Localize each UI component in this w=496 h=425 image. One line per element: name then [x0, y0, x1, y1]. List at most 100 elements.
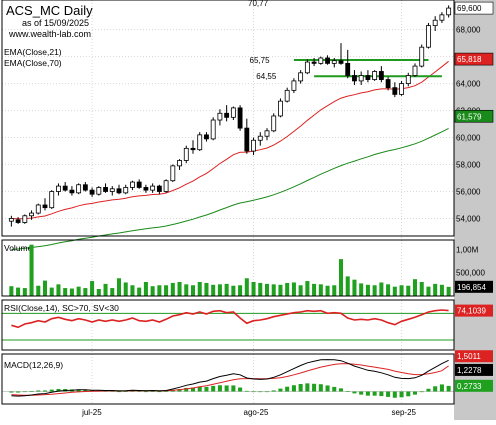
candle-body	[405, 75, 411, 85]
candle-body	[264, 130, 270, 137]
macd-histogram-bar	[9, 391, 14, 393]
candle-body	[284, 89, 290, 102]
macd-histogram-bar	[211, 385, 216, 392]
candle-body	[271, 115, 277, 132]
panel-frame	[1, 353, 455, 405]
candle-body	[432, 19, 438, 27]
volume-bar	[36, 285, 41, 296]
macd-histogram-bar	[406, 391, 411, 397]
price-panel: 65,75 64,55 EMA(Close,21)EMA(Close,70)	[4, 5, 452, 250]
macd-histogram-bar	[157, 391, 162, 393]
candle-body	[123, 187, 129, 194]
macd-histogram-bar	[379, 391, 384, 397]
candle-body	[210, 119, 216, 140]
volume-bar	[258, 282, 263, 296]
time-tick-label: ago-25	[244, 408, 269, 417]
volume-bar	[345, 276, 350, 296]
candle-body	[291, 80, 297, 91]
volume-bar	[42, 280, 48, 296]
website: www.wealth-lab.com	[8, 29, 91, 39]
macd-tag-label: 1,5011	[457, 352, 481, 361]
macd-histogram-bar	[399, 391, 404, 398]
candle-body	[15, 219, 21, 223]
macd-histogram-bar	[197, 386, 202, 392]
macd-histogram-bar	[123, 391, 128, 392]
macd-histogram-bar	[49, 389, 54, 392]
volume-bar	[56, 284, 61, 296]
candle-body	[183, 147, 189, 161]
volume-bar	[224, 283, 229, 296]
candle-body	[278, 100, 283, 117]
ema21-line	[11, 60, 449, 220]
macd-tag-label: 0,2733	[457, 382, 482, 391]
volume-bar	[379, 282, 384, 296]
price-tick-label: 56,000	[456, 187, 481, 196]
volume-bar	[116, 278, 122, 296]
candle-body	[130, 181, 135, 188]
macd-histogram-bar	[217, 385, 222, 392]
volume-bar	[22, 288, 27, 296]
price-tick-label: 64,000	[456, 80, 481, 89]
volume-bar	[433, 283, 438, 296]
candle-body	[325, 57, 330, 64]
macd-histogram-bar	[392, 391, 397, 398]
macd-histogram-bar	[22, 391, 27, 393]
macd-histogram-bar	[244, 390, 249, 392]
volume-bar	[164, 285, 169, 296]
macd-histogram-bar	[318, 384, 323, 392]
rsi-label: RSI(Close,14), SC>70, SV<30	[4, 303, 119, 313]
candle-body	[378, 71, 384, 80]
time-tick-label: jul-25	[81, 408, 102, 417]
candle-body	[143, 187, 149, 191]
volume-bar	[412, 279, 418, 296]
volume-bar	[312, 283, 317, 296]
candle-body	[352, 75, 357, 82]
volume-bar	[446, 286, 451, 296]
candle-body	[8, 218, 14, 222]
volume-bar	[238, 285, 243, 296]
candle-body	[89, 189, 95, 195]
candle-body	[197, 134, 203, 151]
volume-bar	[251, 282, 256, 296]
candle-body	[190, 147, 196, 151]
candle-body	[338, 60, 344, 64]
time-tick-label: sep-25	[392, 408, 417, 417]
macd-histogram-bar	[419, 391, 424, 393]
macd-histogram-bar	[412, 391, 418, 395]
candle-body	[156, 185, 162, 192]
volume-bar	[157, 285, 162, 296]
candle-body	[217, 112, 223, 121]
candle-body	[204, 134, 209, 140]
volume-label: Volume	[4, 243, 33, 253]
volume-bar	[264, 283, 270, 296]
candle-body	[150, 185, 156, 191]
volume-bar	[298, 285, 303, 296]
macd-histogram-bar	[305, 383, 310, 392]
macd-histogram-bar	[204, 386, 209, 392]
macd-histogram-bar	[137, 391, 142, 392]
candle-body	[136, 181, 142, 188]
candle-body	[109, 188, 115, 192]
candle-body	[426, 25, 431, 48]
candle-body	[56, 185, 61, 192]
volume-bar	[406, 285, 411, 296]
rsi-tag-label: 74,1039	[457, 307, 486, 316]
volume-bar	[29, 244, 34, 296]
macd-histogram-bar	[439, 384, 444, 392]
macd-label: MACD(12,26,9)	[4, 360, 63, 370]
candle-body	[49, 191, 55, 209]
candle-body	[257, 135, 263, 141]
price-tick-label: 54,000	[456, 214, 481, 223]
volume-bar	[386, 284, 391, 296]
rsi-line	[11, 309, 449, 329]
macd-histogram-bar	[386, 391, 391, 397]
volume-bar	[130, 285, 135, 296]
candle-body	[372, 71, 378, 80]
candle-body	[251, 139, 256, 152]
macd-histogram-bar	[16, 391, 21, 393]
candle-body	[439, 14, 445, 21]
macd-histogram-bar	[365, 391, 370, 396]
candle-body	[385, 79, 391, 89]
